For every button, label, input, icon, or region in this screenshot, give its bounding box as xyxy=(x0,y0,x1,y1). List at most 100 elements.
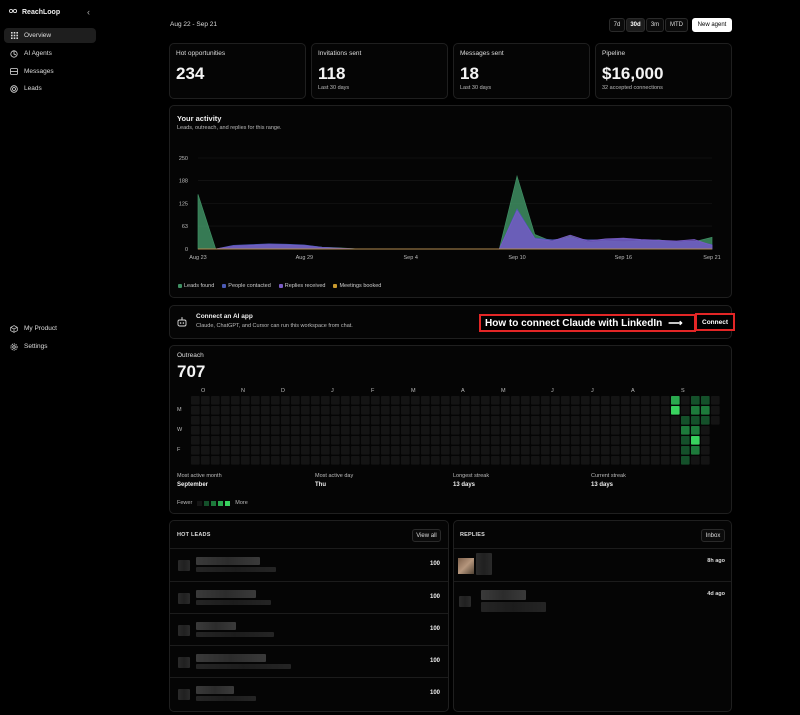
heatmap-cell[interactable] xyxy=(511,416,520,425)
heatmap-cell[interactable] xyxy=(701,396,710,405)
heatmap-cell[interactable] xyxy=(701,416,710,425)
heatmap-cell[interactable] xyxy=(191,406,200,415)
heatmap-cell[interactable] xyxy=(531,406,540,415)
heatmap-cell[interactable] xyxy=(221,456,230,465)
heatmap-cell[interactable] xyxy=(231,406,240,415)
heatmap-cell[interactable] xyxy=(241,416,250,425)
heatmap-cell[interactable] xyxy=(511,456,520,465)
heatmap-cell[interactable] xyxy=(671,406,680,415)
heatmap-cell[interactable] xyxy=(241,396,250,405)
heatmap-cell[interactable] xyxy=(271,396,280,405)
heatmap-cell[interactable] xyxy=(681,446,690,455)
heatmap-cell[interactable] xyxy=(681,456,690,465)
heatmap-cell[interactable] xyxy=(501,406,510,415)
heatmap-cell[interactable] xyxy=(371,396,380,405)
heatmap-cell[interactable] xyxy=(341,396,350,405)
heatmap-cell[interactable] xyxy=(381,456,390,465)
heatmap-cell[interactable] xyxy=(601,416,610,425)
view-all-button[interactable]: View all xyxy=(412,529,441,542)
heatmap-cell[interactable] xyxy=(701,406,710,415)
heatmap-cell[interactable] xyxy=(471,396,480,405)
heatmap-cell[interactable] xyxy=(191,456,200,465)
heatmap-cell[interactable] xyxy=(631,426,640,435)
heatmap-cell[interactable] xyxy=(381,446,390,455)
heatmap-cell[interactable] xyxy=(481,416,490,425)
heatmap-cell[interactable] xyxy=(341,406,350,415)
heatmap-cell[interactable] xyxy=(621,446,630,455)
heatmap-cell[interactable] xyxy=(641,416,650,425)
heatmap-cell[interactable] xyxy=(381,436,390,445)
heatmap-cell[interactable] xyxy=(561,436,570,445)
heatmap-cell[interactable] xyxy=(521,426,530,435)
heatmap-cell[interactable] xyxy=(541,436,550,445)
heatmap-cell[interactable] xyxy=(481,426,490,435)
legend-item[interactable]: People contacted xyxy=(222,283,271,289)
heatmap-cell[interactable] xyxy=(591,456,600,465)
heatmap-cell[interactable] xyxy=(411,416,420,425)
heatmap-cell[interactable] xyxy=(641,446,650,455)
heatmap-cell[interactable] xyxy=(261,456,270,465)
heatmap-cell[interactable] xyxy=(541,406,550,415)
heatmap-cell[interactable] xyxy=(461,436,470,445)
heatmap-cell[interactable] xyxy=(691,426,700,435)
heatmap-cell[interactable] xyxy=(301,396,310,405)
series-area-leads-found[interactable] xyxy=(197,174,713,250)
heatmap-cell[interactable] xyxy=(211,426,220,435)
heatmap-cell[interactable] xyxy=(631,446,640,455)
heatmap-cell[interactable] xyxy=(661,416,670,425)
table-row[interactable]: 100 xyxy=(170,582,450,614)
heatmap-cell[interactable] xyxy=(261,446,270,455)
heatmap-cell[interactable] xyxy=(401,446,410,455)
heatmap-cell[interactable] xyxy=(701,426,710,435)
heatmap-cell[interactable] xyxy=(551,456,560,465)
heatmap-cell[interactable] xyxy=(421,406,430,415)
heatmap-cell[interactable] xyxy=(541,456,550,465)
heatmap-cell[interactable] xyxy=(431,456,440,465)
heatmap-cell[interactable] xyxy=(351,426,360,435)
heatmap-cell[interactable] xyxy=(661,446,670,455)
heatmap-cell[interactable] xyxy=(611,446,620,455)
heatmap-cell[interactable] xyxy=(631,456,640,465)
heatmap-cell[interactable] xyxy=(711,406,720,415)
heatmap-cell[interactable] xyxy=(561,446,570,455)
connect-button[interactable]: Connect xyxy=(695,313,735,331)
heatmap-cell[interactable] xyxy=(441,446,450,455)
heatmap-cell[interactable] xyxy=(371,406,380,415)
heatmap-cell[interactable] xyxy=(631,396,640,405)
heatmap-cell[interactable] xyxy=(581,436,590,445)
heatmap-cell[interactable] xyxy=(411,456,420,465)
heatmap-cell[interactable] xyxy=(531,396,540,405)
heatmap-cell[interactable] xyxy=(221,446,230,455)
heatmap-cell[interactable] xyxy=(431,396,440,405)
heatmap-cell[interactable] xyxy=(541,426,550,435)
heatmap-cell[interactable] xyxy=(201,456,210,465)
heatmap-cell[interactable] xyxy=(301,446,310,455)
heatmap-cell[interactable] xyxy=(601,456,610,465)
heatmap-cell[interactable] xyxy=(491,406,500,415)
heatmap-cell[interactable] xyxy=(431,446,440,455)
heatmap-cell[interactable] xyxy=(611,426,620,435)
heatmap-cell[interactable] xyxy=(581,396,590,405)
heatmap-cell[interactable] xyxy=(671,446,680,455)
range-7d-button[interactable]: 7d xyxy=(609,18,625,32)
heatmap-cell[interactable] xyxy=(251,446,260,455)
heatmap-cell[interactable] xyxy=(361,416,370,425)
heatmap-cell[interactable] xyxy=(261,426,270,435)
heatmap-cell[interactable] xyxy=(401,436,410,445)
heatmap-cell[interactable] xyxy=(691,406,700,415)
table-row[interactable]: 100 xyxy=(170,614,450,646)
heatmap-cell[interactable] xyxy=(291,416,300,425)
heatmap-cell[interactable] xyxy=(381,406,390,415)
heatmap-cell[interactable] xyxy=(591,406,600,415)
heatmap-cell[interactable] xyxy=(581,406,590,415)
heatmap-cell[interactable] xyxy=(311,426,320,435)
heatmap-cell[interactable] xyxy=(611,396,620,405)
heatmap-cell[interactable] xyxy=(501,426,510,435)
heatmap-cell[interactable] xyxy=(521,446,530,455)
heatmap-cell[interactable] xyxy=(671,426,680,435)
heatmap-cell[interactable] xyxy=(511,446,520,455)
heatmap-cell[interactable] xyxy=(421,396,430,405)
heatmap-cell[interactable] xyxy=(271,446,280,455)
heatmap-cell[interactable] xyxy=(331,416,340,425)
heatmap-cell[interactable] xyxy=(351,446,360,455)
